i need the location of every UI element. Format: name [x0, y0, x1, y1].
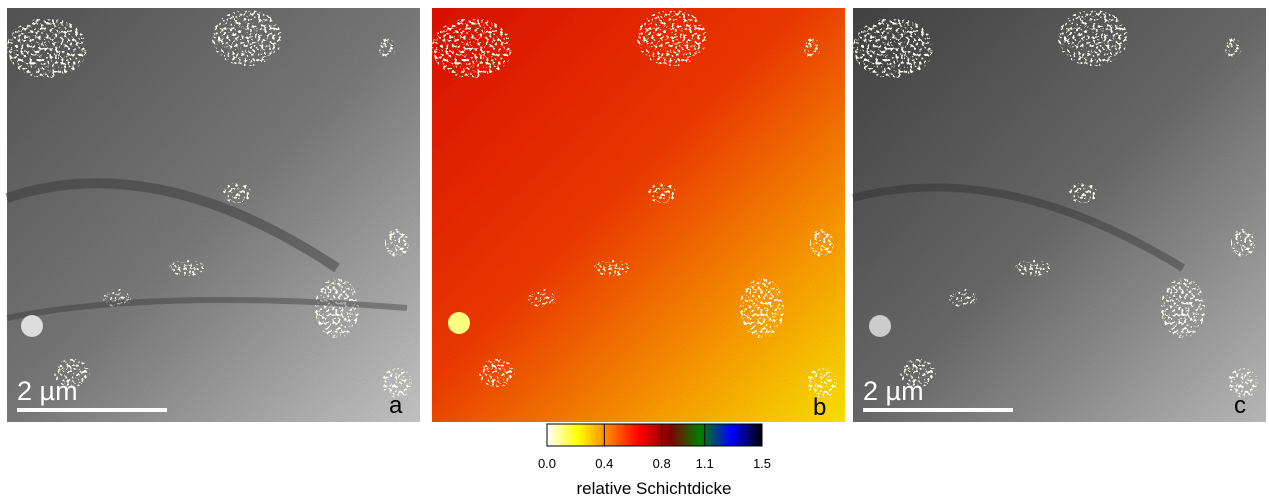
page: {"panels": [ {"letter": "a", "scale_bar"…	[0, 0, 1269, 502]
colorbar-tick-label: 0.4	[595, 456, 613, 471]
panel-c: 2 µm c	[853, 8, 1266, 422]
figure: 2 µm a b 2 µm c relative Schichtdicke 0.…	[0, 0, 1269, 502]
colorbar-tick-label: 0.0	[538, 456, 556, 471]
scale-bar-label: 2 µm	[17, 376, 78, 406]
colorbar	[547, 424, 762, 446]
colorbar-tick-label: 0.8	[653, 456, 671, 471]
scale-bar-label: 2 µm	[863, 376, 924, 406]
colorbar-label: relative Schichtdicke	[577, 479, 732, 498]
panel-a: 2 µm a	[7, 8, 420, 422]
colorbar-tick-label: 1.5	[753, 456, 771, 471]
panel-b: b	[432, 8, 845, 422]
panel-letter: c	[1234, 392, 1246, 419]
colorbar-tick-label: 1.1	[696, 456, 714, 471]
panel-letter: a	[389, 392, 403, 419]
panel-letter: b	[813, 394, 826, 421]
